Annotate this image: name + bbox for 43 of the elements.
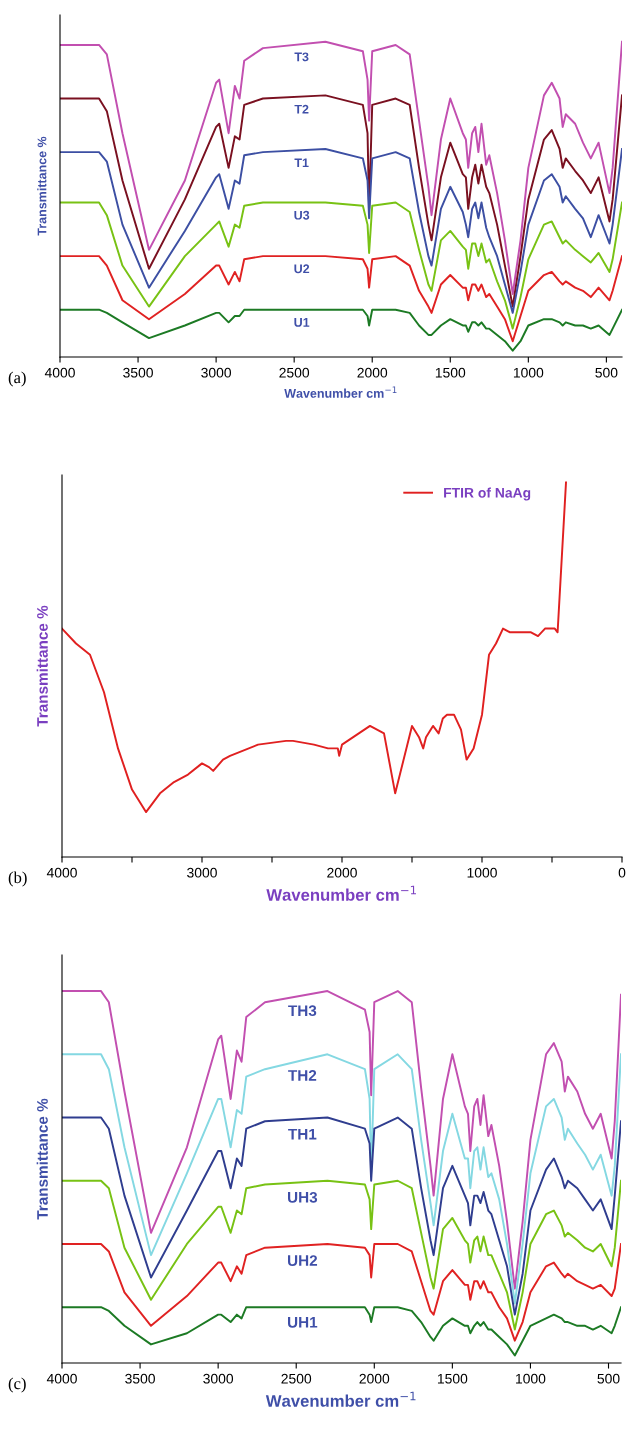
x-tick-label: 2000 — [357, 367, 388, 378]
x-tick-label: 1000 — [513, 367, 544, 378]
series-label: T1 — [294, 158, 309, 168]
x-tick-label: 1500 — [437, 1373, 468, 1384]
x-axis-title: Wavenumber cm$^{−1}$ — [284, 386, 397, 398]
series-label: TH1 — [288, 1128, 317, 1140]
x-axis-title: Wavenumber cm$^{−1}$ — [265, 1391, 416, 1407]
y-axis-title: Transmittance % — [36, 1098, 48, 1220]
x-tick-label: 1000 — [467, 867, 497, 878]
legend-label: FTIR of NaAg — [444, 487, 531, 501]
x-tick-label: 3000 — [203, 1373, 234, 1384]
x-tick-label: 4000 — [46, 1373, 77, 1384]
series-label: U3 — [294, 210, 310, 220]
text: (b) — [8, 871, 27, 887]
x-tick-label: 4000 — [44, 367, 75, 378]
x-tick-label: 1000 — [516, 1373, 546, 1384]
x-tick-label: 2500 — [279, 367, 310, 378]
x-tick-label: 4000 — [46, 867, 77, 878]
x-tick-label: 2000 — [327, 867, 357, 878]
x-axis-title: Wavenumber cm$^{−1}$ — [266, 885, 416, 901]
x-tick-label: 3000 — [201, 367, 232, 378]
y-axis-title: Transmittance % — [36, 605, 48, 727]
x-tick-label: 2500 — [281, 1373, 312, 1384]
x-tick-label: 500 — [595, 367, 618, 378]
series-label: TH3 — [288, 1005, 317, 1017]
y-axis-title: Transmittance % — [37, 136, 47, 236]
series-label: TH2 — [288, 1069, 317, 1081]
text: (c) — [8, 1377, 26, 1393]
text: (a) — [8, 371, 26, 387]
x-tick-label: 1500 — [435, 367, 466, 378]
series-label: U2 — [294, 264, 310, 274]
x-tick-label: 2000 — [359, 1373, 390, 1384]
x-tick-label: 3500 — [123, 367, 153, 378]
x-tick-label: 0 — [618, 867, 626, 878]
series-label: U1 — [294, 318, 310, 327]
series-label: UH3 — [288, 1191, 318, 1203]
series-label: UH1 — [288, 1317, 318, 1328]
x-tick-label: 3500 — [125, 1373, 155, 1384]
series-label: T3 — [294, 52, 309, 62]
series-label: T2 — [294, 104, 309, 114]
series-label: UH2 — [288, 1255, 318, 1266]
x-tick-label: 3000 — [187, 867, 217, 878]
x-tick-label: 500 — [597, 1373, 620, 1384]
